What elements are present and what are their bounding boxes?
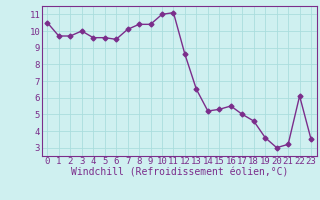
X-axis label: Windchill (Refroidissement éolien,°C): Windchill (Refroidissement éolien,°C): [70, 168, 288, 178]
